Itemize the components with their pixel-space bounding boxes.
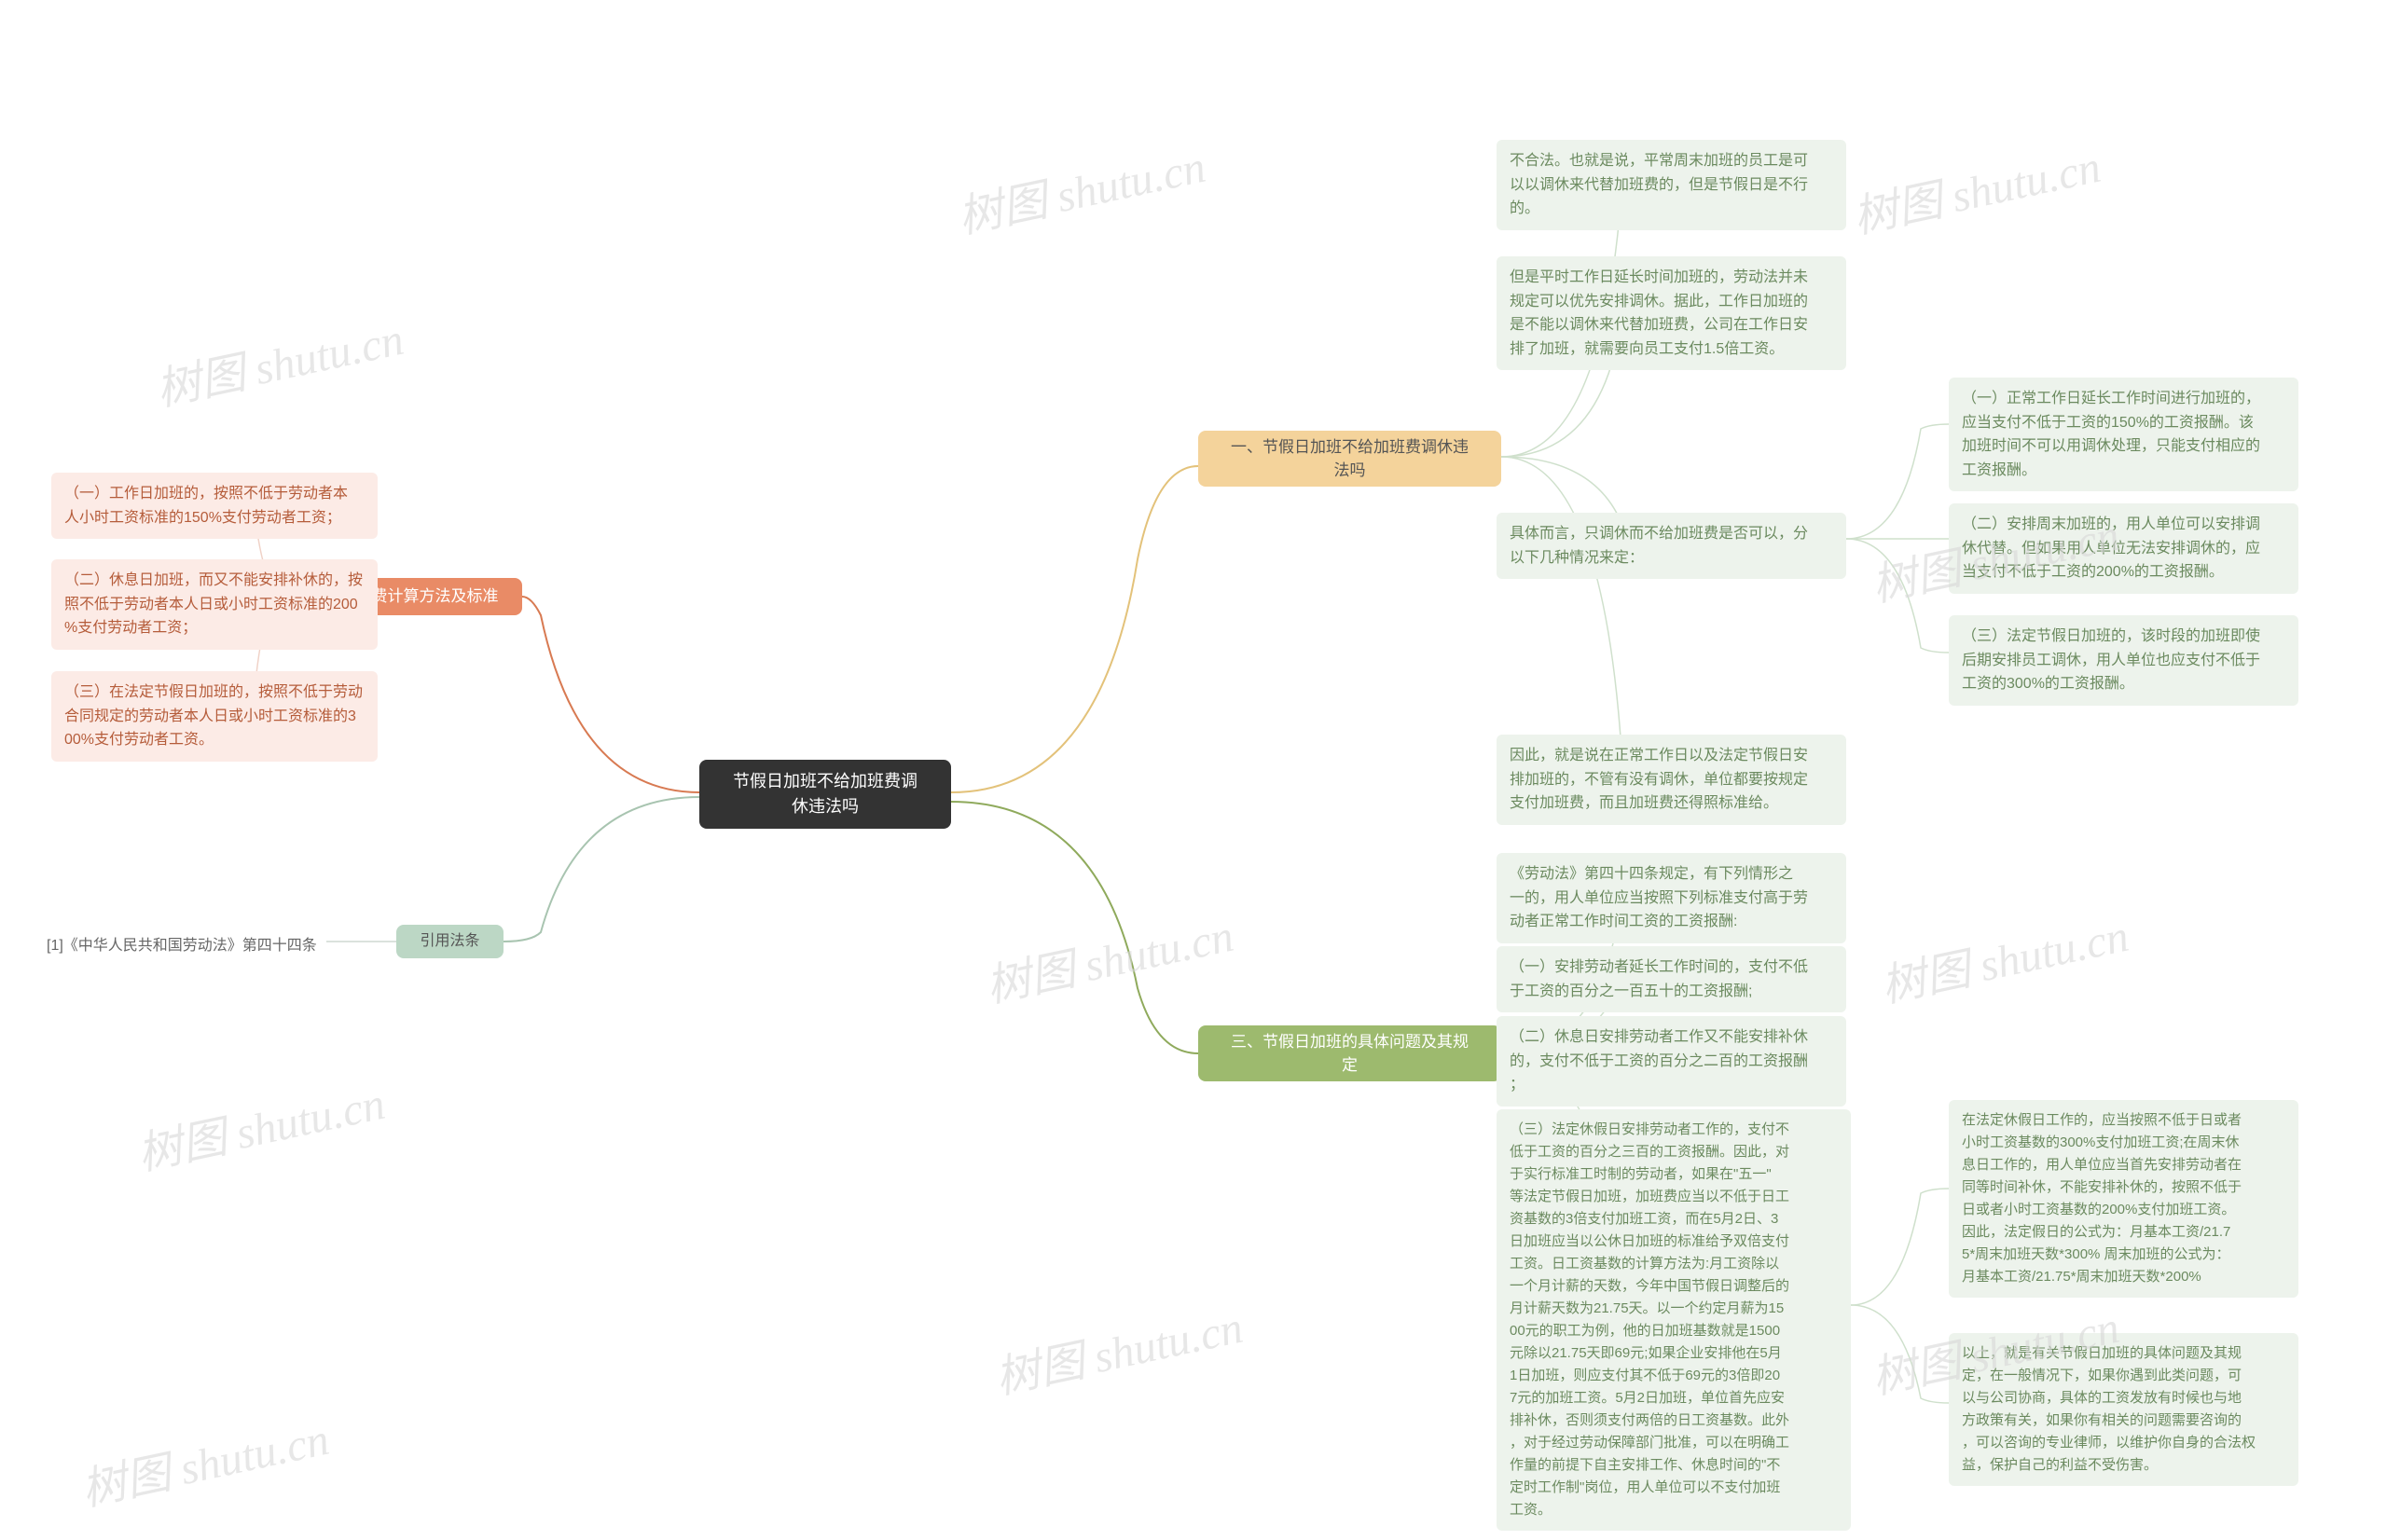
leaf-b1-3-2: （二）安排周末加班的，用人单位可以安排调 休代替。但如果用人单位无法安排调休的，… xyxy=(1949,503,2298,594)
leaf-b3-3: （二）休息日安排劳动者工作又不能安排补休 的，支付不低于工资的百分之二百的工资报… xyxy=(1497,1016,1846,1107)
branch-1[interactable]: 一、节假日加班不给加班费调休违 法吗 xyxy=(1198,431,1501,487)
leaf-b4-1: [1]《中华人民共和国劳动法》第四十四条 xyxy=(47,932,326,955)
watermark: 树图 shutu.cn xyxy=(1846,130,2105,245)
leaf-b1-1: 不合法。也就是说，平常周末加班的员工是可 以以调休来代替加班费的，但是节假日是不… xyxy=(1497,140,1846,230)
root-node[interactable]: 节假日加班不给加班费调 休违法吗 xyxy=(699,760,951,829)
leaf-b3-4-1: 在法定休假日工作的，应当按照不低于日或者 小时工资基数的300%支付加班工资;在… xyxy=(1949,1100,2298,1298)
leaf-b3-4-2: 以上，就是有关节假日加班的具体问题及其规 定，在一般情况下，如果你遇到此类问题，… xyxy=(1949,1333,2298,1486)
watermark: 树图 shutu.cn xyxy=(979,899,1238,1014)
leaf-b2-3: （三）在法定节假日加班的，按照不低于劳动 合同规定的劳动者本人日或小时工资标准的… xyxy=(51,671,378,762)
branch-3[interactable]: 三、节假日加班的具体问题及其规 定 xyxy=(1198,1025,1501,1081)
leaf-b1-2: 但是平时工作日延长时间加班的，劳动法并未 规定可以优先安排调休。据此，工作日加班… xyxy=(1497,256,1846,370)
leaf-b3-2: （一）安排劳动者延长工作时间的，支付不低 于工资的百分之一百五十的工资报酬; xyxy=(1497,946,1846,1012)
watermark: 树图 shutu.cn xyxy=(988,1290,1248,1406)
leaf-b3-1: 《劳动法》第四十四条规定，有下列情形之 一的，用人单位应当按照下列标准支付高于劳… xyxy=(1497,853,1846,943)
leaf-b1-3: 具体而言，只调休而不给加班费是否可以，分 以下几种情况来定： xyxy=(1497,513,1846,579)
leaf-b1-3-3: （三）法定节假日加班的，该时段的加班即使 后期安排员工调休，用人单位也应支付不低… xyxy=(1949,615,2298,706)
leaf-b1-3-1: （一）正常工作日延长工作时间进行加班的， 应当支付不低于工资的150%的工资报酬… xyxy=(1949,378,2298,491)
branch-4[interactable]: 引用法条 xyxy=(396,925,504,958)
watermark: 树图 shutu.cn xyxy=(149,302,408,418)
watermark: 树图 shutu.cn xyxy=(75,1402,334,1518)
leaf-b3-4: （三）法定休假日安排劳动者工作的，支付不 低于工资的百分之三百的工资报酬。因此，… xyxy=(1497,1109,1851,1531)
connector-lines xyxy=(0,0,2387,1540)
leaf-b2-1: （一）工作日加班的，按照不低于劳动者本 人小时工资标准的150%支付劳动者工资； xyxy=(51,473,378,539)
leaf-b1-4: 因此，就是说在正常工作日以及法定节假日安 排加班的，不管有没有调休，单位都要按规… xyxy=(1497,735,1846,825)
watermark: 树图 shutu.cn xyxy=(131,1066,390,1182)
leaf-b2-2: （二）休息日加班，而又不能安排补休的，按 照不低于劳动者本人日或小时工资标准的2… xyxy=(51,559,378,650)
watermark: 树图 shutu.cn xyxy=(1874,899,2133,1014)
watermark: 树图 shutu.cn xyxy=(951,130,1210,245)
